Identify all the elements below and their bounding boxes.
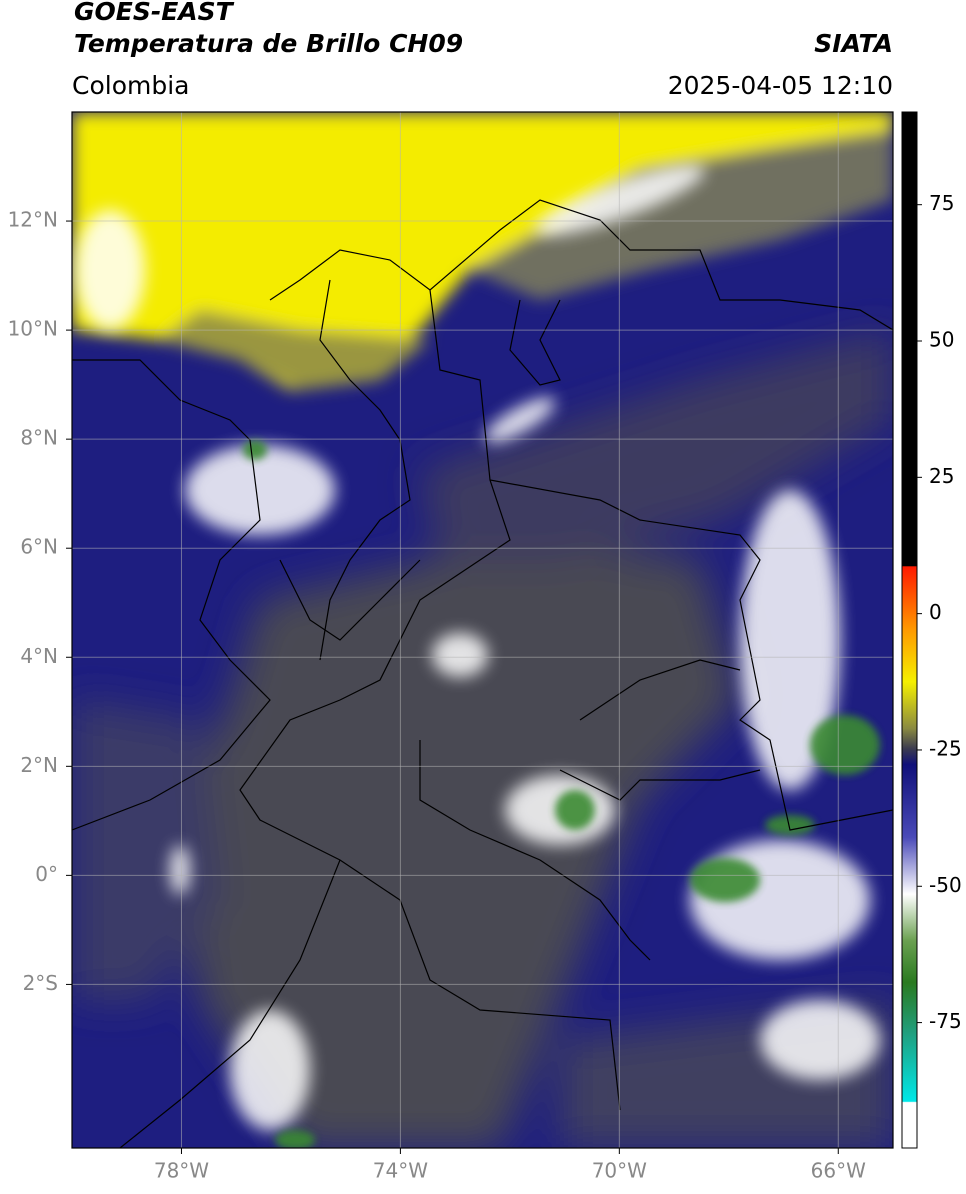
y-tick-label: 0° xyxy=(35,862,58,886)
colorbar-tick-label: -75 xyxy=(929,1009,962,1033)
source: SIATA xyxy=(814,29,893,58)
colorbar-tick-label: 25 xyxy=(929,464,954,488)
y-tick-label: 2°S xyxy=(23,971,58,995)
colorbar-tick-label: -25 xyxy=(929,736,962,760)
map-frame xyxy=(71,111,894,1149)
y-tick-label: 10°N xyxy=(8,317,58,341)
x-tick-label: 66°W xyxy=(811,1159,866,1183)
colorbar-tick-label: 75 xyxy=(929,191,954,215)
y-tick-label: 4°N xyxy=(20,644,58,668)
region: Colombia xyxy=(72,71,189,100)
subtitle: Temperatura de Brillo CH09 xyxy=(74,29,463,58)
date: 2025-04-05 12:10 xyxy=(668,71,893,100)
y-tick-label: 2°N xyxy=(20,753,58,777)
y-tick-label: 6°N xyxy=(20,535,58,559)
colorbar-tick-label: -50 xyxy=(929,873,962,897)
y-tick-label: 12°N xyxy=(8,208,58,232)
colorbar xyxy=(901,111,918,1149)
grid xyxy=(72,112,893,1148)
satellite-image xyxy=(72,112,893,1148)
colorbar-tick-label: 0 xyxy=(929,600,942,624)
colorbar-tick-label: 50 xyxy=(929,328,954,352)
y-tick-label: 8°N xyxy=(20,426,58,450)
x-tick-label: 74°W xyxy=(373,1159,428,1183)
x-tick-label: 78°W xyxy=(154,1159,209,1183)
title: GOES-EAST xyxy=(74,0,235,26)
x-tick-label: 70°W xyxy=(592,1159,647,1183)
